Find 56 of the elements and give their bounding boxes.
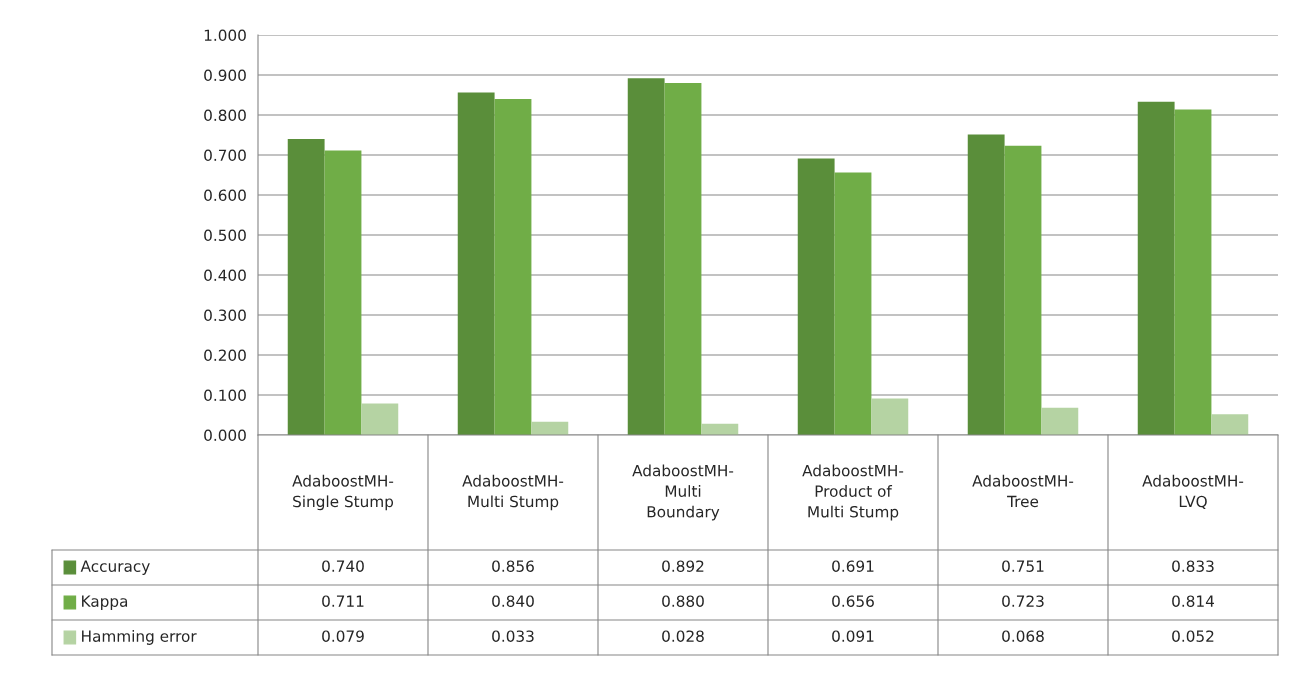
data-label: 0.833 [1172,560,1214,572]
data-label: 0.740 [322,560,364,572]
y-tick-label: 0.100 [204,389,246,402]
data-label: 0.052 [1172,630,1214,642]
data-label: 0.028 [662,630,704,642]
data-label: 0.656 [832,595,874,607]
x-tick-label: AdaboostMH- Multi Stump [462,474,564,511]
x-tick-label: AdaboostMH- Product of Multi Stump [802,464,904,521]
bar [797,158,835,435]
y-tick-label: 0.500 [204,229,246,242]
y-tick-label: 1.000 [204,29,246,42]
bar [834,172,872,435]
y-tick-label: 0.300 [204,309,246,322]
bar [457,92,495,435]
legend-label: Hamming error [82,630,197,645]
bar [871,398,909,435]
data-label: 0.814 [1172,595,1215,607]
data-label: 0.033 [492,630,534,642]
bar [1041,407,1079,435]
data-label: 0.068 [1002,630,1044,642]
bar [627,78,665,435]
bar [287,139,325,435]
y-tick-label: 0.900 [204,69,246,82]
bar [664,83,702,435]
bar [701,423,739,435]
y-tick-label: 0.600 [204,189,246,202]
data-label: 0.751 [1002,560,1044,572]
y-tick-label: 0.800 [204,109,246,122]
y-tick-label: 0.700 [204,149,246,162]
bar [1174,109,1212,435]
x-tick-label: AdaboostMH- Single Stump [292,474,394,511]
data-label: 0.723 [1002,595,1044,607]
legend-label: Accuracy [80,560,150,575]
data-label: 0.691 [832,560,874,572]
x-tick-label: AdaboostMH- Tree [972,474,1074,508]
bar [1137,101,1175,435]
bar [361,403,399,435]
data-label: 0.892 [662,560,704,572]
data-label: 0.880 [662,595,704,607]
data-label: 0.091 [832,630,874,642]
data-label: 0.856 [492,560,534,572]
bar [531,421,569,435]
bar [494,99,532,435]
y-tick-label: 0.000 [204,429,246,442]
bar [324,150,362,435]
data-label: 0.840 [492,595,534,607]
legend-label: Kappa [82,595,128,610]
y-tick-label: 0.200 [204,349,246,362]
y-tick-label: 0.400 [204,269,246,282]
x-tick-label: AdaboostMH- LVQ [1142,474,1244,509]
bar [967,134,1005,435]
bar [1211,414,1249,435]
data-label: 0.711 [322,595,364,607]
data-label: 0.079 [322,630,364,642]
x-tick-label: AdaboostMH- Multi Boundary [632,464,734,521]
bar [1004,145,1042,435]
